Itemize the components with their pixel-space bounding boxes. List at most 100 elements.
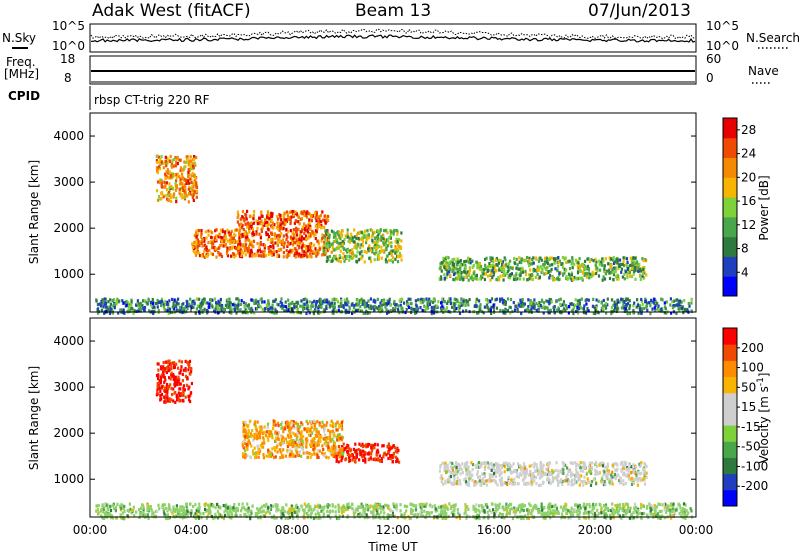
- heatmap-cell: [303, 452, 305, 455]
- heatmap-cell: [270, 245, 272, 248]
- heatmap-cell: [354, 460, 356, 463]
- heatmap-cell: [200, 235, 202, 238]
- heatmap-cell: [395, 456, 397, 459]
- heatmap-cell: [333, 298, 335, 301]
- heatmap-cell: [603, 267, 605, 270]
- heatmap-cell: [605, 307, 607, 310]
- heatmap-cell: [249, 456, 251, 459]
- heatmap-cell: [549, 479, 551, 482]
- heatmap-cell: [524, 270, 526, 273]
- heatmap-cell: [335, 298, 337, 301]
- heatmap-cell: [515, 305, 517, 308]
- heatmap-cell: [161, 193, 163, 196]
- heatmap-cell: [543, 301, 545, 304]
- heatmap-cell: [301, 430, 303, 433]
- heatmap-cell: [463, 270, 465, 273]
- heatmap-cell: [182, 302, 184, 305]
- heatmap-cell: [511, 267, 513, 270]
- heatmap-cell: [157, 377, 159, 380]
- heatmap-cell: [419, 306, 421, 309]
- heatmap-cell: [447, 478, 449, 481]
- heatmap-cell: [461, 468, 463, 471]
- heatmap-cell: [364, 230, 366, 233]
- heatmap-cell: [567, 483, 569, 486]
- heatmap-cell: [328, 456, 330, 459]
- heatmap-cell: [587, 265, 589, 268]
- heatmap-cell: [356, 247, 358, 250]
- heatmap-cell: [329, 245, 331, 248]
- heatmap-cell: [205, 230, 207, 233]
- heatmap-cell: [318, 430, 320, 433]
- heatmap-cell: [628, 470, 630, 473]
- heatmap-cell: [449, 481, 451, 484]
- heatmap-cell: [394, 258, 396, 261]
- heatmap-cell: [201, 242, 203, 245]
- heatmap-cell: [187, 368, 189, 371]
- heatmap-cell: [598, 300, 600, 303]
- nsky-panel-frame: [90, 24, 696, 52]
- heatmap-cell: [156, 169, 158, 172]
- heatmap-cell: [332, 425, 334, 428]
- heatmap-cell: [226, 249, 228, 252]
- heatmap-cell: [222, 230, 224, 233]
- heatmap-cell: [288, 303, 290, 306]
- heatmap-cell: [381, 257, 383, 260]
- heatmap-cell: [460, 264, 462, 267]
- heatmap-cell: [522, 271, 524, 274]
- heatmap-cell: [577, 261, 579, 264]
- heatmap-cell: [379, 454, 381, 457]
- heatmap-cell: [609, 481, 611, 484]
- heatmap-cell: [196, 190, 198, 193]
- heatmap-cell: [521, 257, 523, 260]
- heatmap-cell: [544, 257, 546, 260]
- heatmap-cell: [265, 455, 267, 458]
- heatmap-cell: [617, 277, 619, 280]
- heatmap-cell: [301, 246, 303, 249]
- heatmap-cell: [629, 463, 631, 466]
- heatmap-cell: [535, 470, 537, 473]
- heatmap-cell: [235, 247, 237, 250]
- heatmap-cell: [479, 475, 481, 478]
- heatmap-cell: [297, 425, 299, 428]
- heatmap-cell: [295, 219, 297, 222]
- heatmap-cell: [350, 454, 352, 457]
- heatmap-cell: [155, 302, 157, 305]
- heatmap-cell: [580, 469, 582, 472]
- heatmap-cell: [391, 446, 393, 449]
- heatmap-cell: [262, 253, 264, 256]
- heatmap-cell: [263, 300, 265, 303]
- heatmap-cell: [375, 249, 377, 252]
- heatmap-cell: [229, 238, 231, 241]
- heatmap-cell: [284, 212, 286, 215]
- heatmap-cell: [535, 257, 537, 260]
- heatmap-cell: [296, 451, 298, 454]
- heatmap-cell: [232, 303, 234, 306]
- heatmap-cell: [496, 483, 498, 486]
- heatmap-cell: [557, 256, 559, 259]
- heatmap-cell: [472, 266, 474, 269]
- heatmap-cell: [150, 301, 152, 304]
- heatmap-cell: [664, 305, 666, 308]
- heatmap-cell: [496, 307, 498, 310]
- heatmap-cell: [319, 424, 321, 427]
- heatmap-cell: [611, 298, 613, 301]
- heatmap-cell: [239, 243, 241, 246]
- heatmap-cell: [269, 431, 271, 434]
- heatmap-cell: [560, 298, 562, 301]
- colorbar-segment: [723, 138, 737, 158]
- heatmap-cell: [486, 483, 488, 486]
- heatmap-cell: [542, 263, 544, 266]
- heatmap-cell: [445, 260, 447, 263]
- heatmap-cell: [165, 194, 167, 197]
- heatmap-cell: [175, 304, 177, 307]
- heatmap-cell: [374, 301, 376, 304]
- heatmap-cell: [126, 303, 128, 306]
- heatmap-cell: [176, 186, 178, 189]
- heatmap-cell: [156, 393, 158, 396]
- heatmap-cell: [251, 429, 253, 432]
- heatmap-cell: [260, 236, 262, 239]
- heatmap-cell: [285, 255, 287, 258]
- heatmap-cell: [588, 276, 590, 279]
- heatmap-cell: [643, 307, 645, 310]
